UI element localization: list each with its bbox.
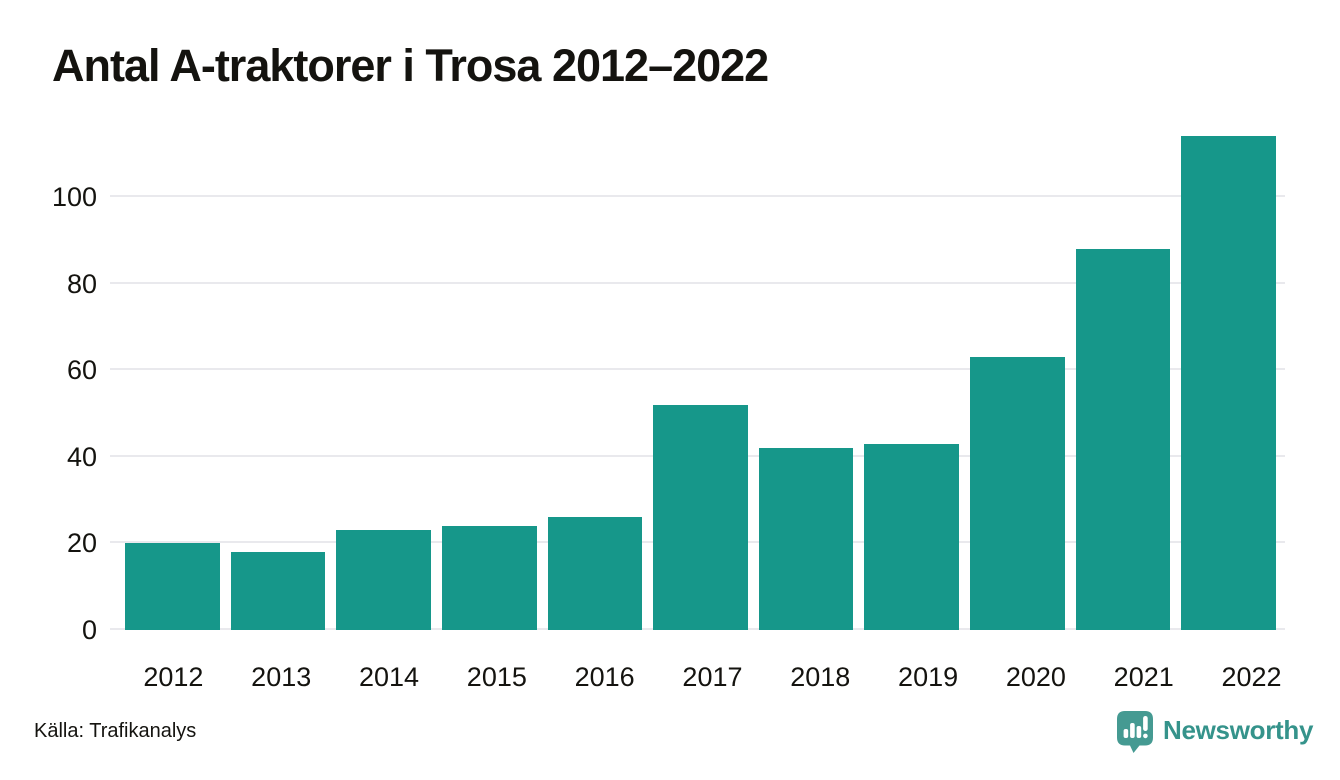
bar-2022 — [1181, 136, 1277, 630]
x-tick-label-2014: 2014 — [358, 662, 420, 692]
bar-series — [110, 130, 1285, 630]
y-tick-label-80: 80 — [66, 268, 97, 299]
x-tick-label-2017: 2017 — [682, 662, 743, 692]
bar-2012 — [125, 543, 220, 630]
y-tick-label-20: 20 — [66, 528, 97, 559]
y-tick-label-100: 100 — [51, 182, 97, 212]
x-tick-label-2022: 2022 — [1221, 662, 1282, 692]
bar-2019 — [864, 444, 960, 630]
x-tick-label-2015: 2015 — [466, 662, 527, 692]
gridline-100 — [110, 195, 1285, 197]
chart-title: Antal A-traktorer i Trosa 2012–2022 — [52, 40, 769, 91]
y-axis-labels: 0 20 40 60 80 100 — [0, 130, 97, 644]
y-tick-label-60: 60 — [66, 355, 97, 386]
bar-2015 — [441, 526, 537, 630]
x-tick-label-2021: 2021 — [1113, 662, 1174, 692]
plot-area — [110, 130, 1285, 630]
y-tick-label-0: 0 — [81, 615, 97, 645]
x-tick-label-2016: 2016 — [574, 662, 635, 692]
x-tick-label-2013: 2013 — [251, 662, 312, 692]
bar-2021 — [1075, 249, 1171, 630]
x-axis-labels: 2012 2013 2014 2015 2016 2017 2018 2019 2020 2021… — [110, 664, 1309, 691]
x-tick-label-2019: 2019 — [898, 662, 959, 692]
x-tick-label-2020: 2020 — [1005, 662, 1066, 692]
bar-2014 — [336, 530, 431, 630]
y-tick-label-40: 40 — [66, 441, 97, 472]
bar-2013 — [230, 552, 326, 630]
x-tick-label-2012: 2012 — [143, 662, 204, 692]
gridline-60 — [110, 368, 1285, 371]
bar-2017 — [653, 405, 748, 630]
source-caption: Källa: Trafikanalys — [34, 720, 197, 742]
newsworthy-wordmark: Newsworthy — [1163, 715, 1314, 745]
bar-2020 — [970, 357, 1065, 630]
bar-2018 — [758, 448, 854, 630]
bar-2016 — [547, 517, 643, 630]
gridline-80 — [110, 281, 1285, 284]
newsworthy-branding: Newsworthy — [1115, 710, 1313, 754]
newsworthy-logo-icon — [1117, 711, 1153, 753]
x-tick-label-2018: 2018 — [790, 662, 851, 692]
